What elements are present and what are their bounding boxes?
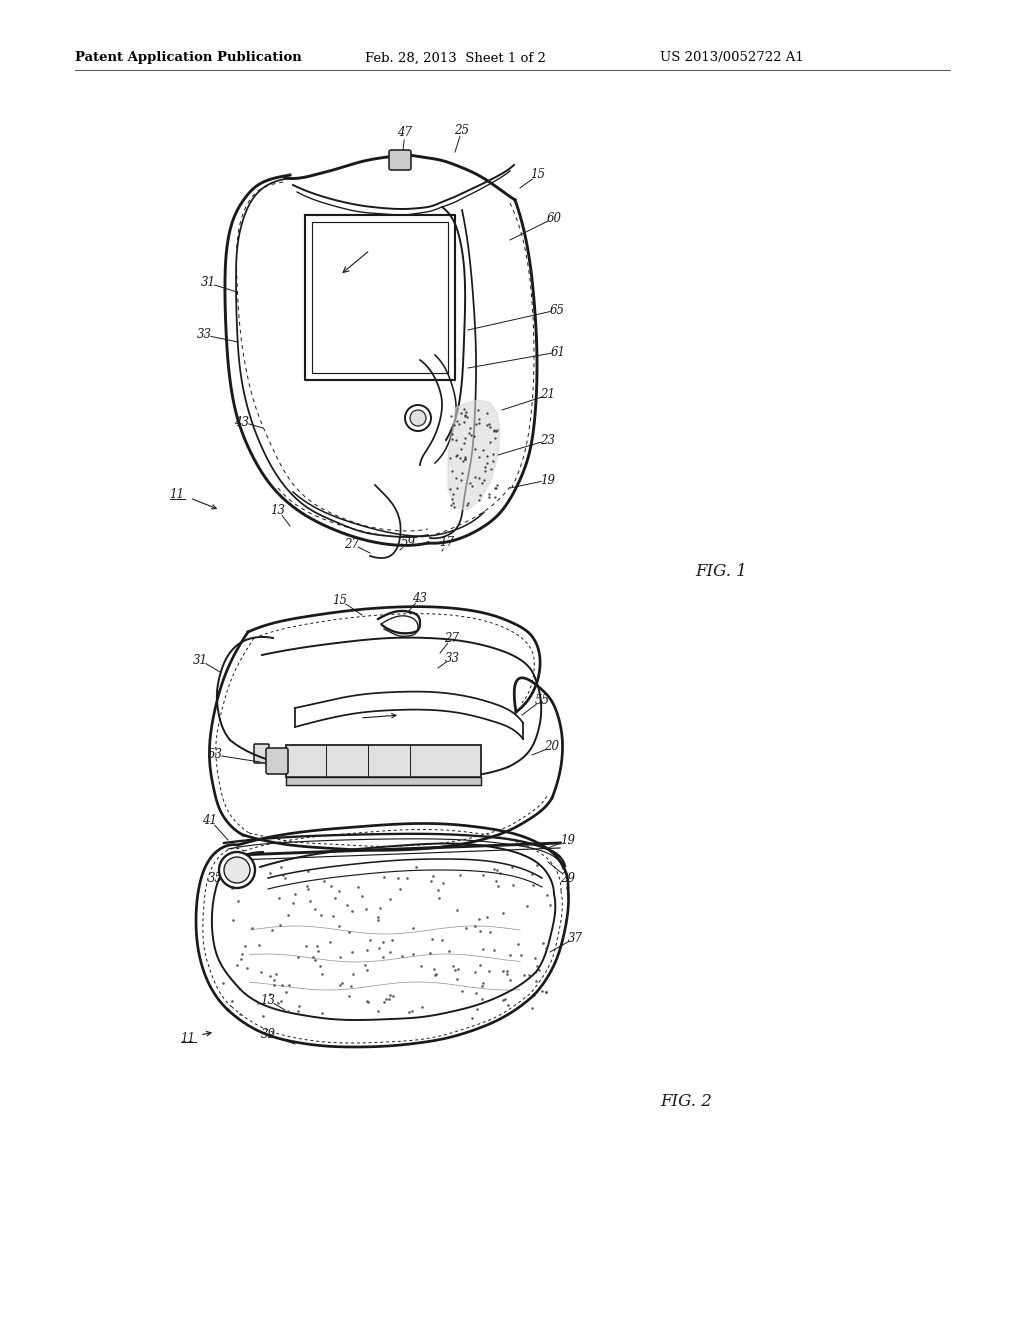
Text: 39: 39 [260,1028,275,1041]
Text: 13: 13 [270,503,286,516]
Circle shape [219,851,255,888]
Text: 20: 20 [545,741,559,754]
Text: 19: 19 [560,833,575,846]
Text: FIG. 1: FIG. 1 [695,564,746,581]
Text: 33: 33 [197,329,212,342]
Text: 31: 31 [201,276,215,289]
Text: 60: 60 [547,211,561,224]
Text: 21: 21 [541,388,555,401]
Polygon shape [286,777,481,785]
Polygon shape [449,400,500,510]
Text: 13: 13 [260,994,275,1006]
Text: 31: 31 [193,653,208,667]
Text: 15: 15 [530,169,546,181]
Text: 15: 15 [333,594,347,606]
FancyBboxPatch shape [286,744,481,777]
Text: 11: 11 [170,488,184,502]
FancyBboxPatch shape [389,150,411,170]
Text: 27: 27 [444,631,460,644]
Text: 37: 37 [567,932,583,945]
FancyBboxPatch shape [266,748,288,774]
Circle shape [406,405,431,432]
Text: 23: 23 [541,433,555,446]
Text: Feb. 28, 2013  Sheet 1 of 2: Feb. 28, 2013 Sheet 1 of 2 [365,51,546,65]
Text: 65: 65 [550,304,564,317]
Text: 59: 59 [400,536,416,549]
Text: 29: 29 [560,871,575,884]
Text: 11: 11 [180,1031,196,1044]
Text: 61: 61 [551,346,565,359]
FancyBboxPatch shape [254,744,269,763]
Text: 35: 35 [208,871,222,884]
Text: 33: 33 [444,652,460,664]
Text: Patent Application Publication: Patent Application Publication [75,51,302,65]
Text: 19: 19 [541,474,555,487]
Text: 17: 17 [439,536,455,549]
Circle shape [410,411,426,426]
Text: 55: 55 [535,693,550,706]
Circle shape [224,857,250,883]
Text: 43: 43 [413,591,427,605]
Text: US 2013/0052722 A1: US 2013/0052722 A1 [660,51,804,65]
Text: FIG. 2: FIG. 2 [660,1093,712,1110]
Text: 27: 27 [344,537,359,550]
Text: 43: 43 [234,416,250,429]
Text: 47: 47 [397,127,413,140]
Text: 41: 41 [203,813,217,826]
Text: 25: 25 [455,124,469,136]
Text: 53: 53 [208,748,222,762]
